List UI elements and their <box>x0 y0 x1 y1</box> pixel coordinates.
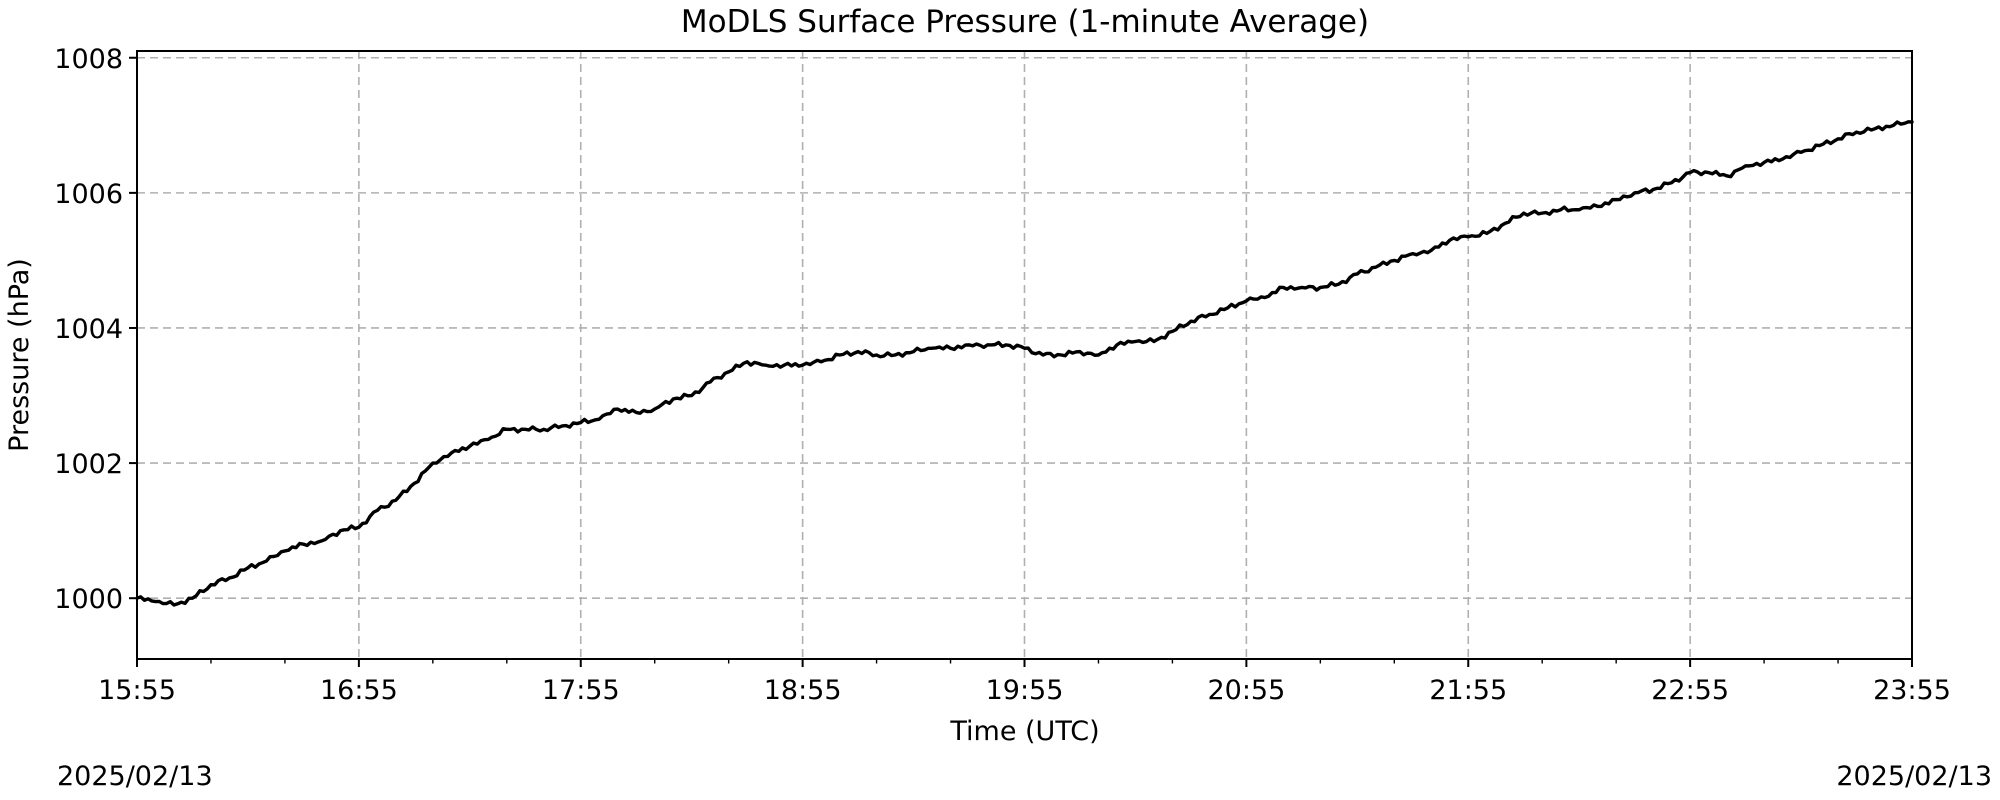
x-tick-label: 23:55 <box>1873 675 1951 706</box>
y-tick-label: 1008 <box>54 44 123 75</box>
gridlines <box>136 51 1913 659</box>
x-tick-label: 18:55 <box>764 675 842 706</box>
ticks: 15:55 16:55 17:55 18:55 19:55 20:55 21:55 22:55… <box>54 44 1951 706</box>
y-tick-label: 1004 <box>54 314 123 345</box>
y-tick-label: 1000 <box>54 584 123 615</box>
pressure-series-line <box>135 120 1914 607</box>
x-tick-label: 20:55 <box>1207 675 1285 706</box>
chart-title: MoDLS Surface Pressure (1-minute Average… <box>681 4 1369 40</box>
series-layer <box>135 120 1914 607</box>
x-tick-label: 16:55 <box>320 675 398 706</box>
x-tick-label: 22:55 <box>1651 675 1729 706</box>
x-axis-label: Time (UTC) <box>949 716 1099 747</box>
y-axis-label: Pressure (hPa) <box>4 258 35 452</box>
date-left: 2025/02/13 <box>57 761 213 792</box>
x-tick-label: 15:55 <box>98 675 176 706</box>
x-tick-label: 17:55 <box>542 675 620 706</box>
y-tick-label: 1002 <box>54 449 123 480</box>
x-tick-label: 19:55 <box>986 675 1064 706</box>
y-tick-label: 1006 <box>54 179 123 210</box>
date-right: 2025/02/13 <box>1836 761 1992 792</box>
x-tick-label: 21:55 <box>1429 675 1507 706</box>
